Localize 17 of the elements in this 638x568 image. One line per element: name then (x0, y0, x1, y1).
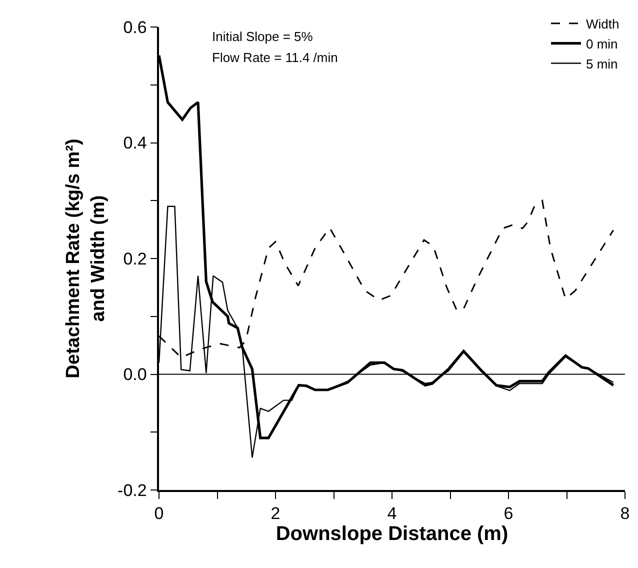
y-tick-label: 0.2 (123, 249, 147, 268)
x-tick-label: 0 (154, 504, 164, 524)
legend-label: Width (586, 16, 620, 32)
x-tick-label: 2 (270, 504, 280, 524)
y-tick-label: 0.6 (123, 18, 147, 37)
legend-label: 0 min (586, 36, 618, 52)
x-axis-title: Downslope Distance (m) (276, 523, 508, 546)
legend-label: 5 min (586, 56, 618, 72)
x-tick-label: 8 (620, 504, 630, 524)
y-tick-label: 0.0 (123, 365, 147, 384)
annotation: Initial Slope = 5% (212, 29, 314, 44)
x-tick-label: 4 (387, 504, 397, 524)
annotation: Flow Rate = 11.4 /min (212, 50, 338, 65)
y-tick-label: -0.2 (118, 480, 147, 500)
y-axis-title: Detachment Rate (kg/s m²) and Width (m) (63, 138, 109, 378)
y-tick-label: 0.4 (123, 134, 147, 153)
x-tick-label: 6 (504, 504, 514, 524)
